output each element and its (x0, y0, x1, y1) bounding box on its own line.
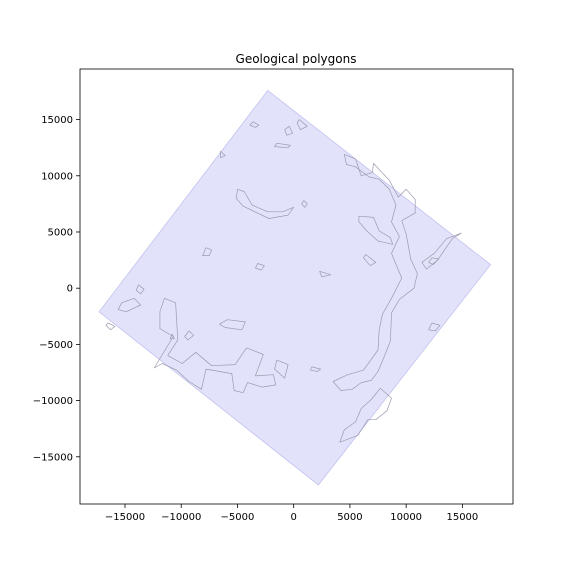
y-tick-label: 10000 (41, 171, 73, 182)
polygon-central-small-3 (319, 270, 332, 278)
x-tick-label: −5000 (221, 512, 255, 523)
y-tick-label: −15000 (33, 452, 73, 463)
x-tick-label: 15000 (446, 512, 478, 523)
polygon-west-2 (117, 297, 142, 313)
y-tick-label: 15000 (41, 115, 73, 126)
polygon-central-blob (235, 188, 295, 219)
polygon-west-small-1 (202, 247, 212, 256)
x-tick-label: −15000 (105, 512, 145, 523)
y-axis: 15000 10000 5000 0 −5000 −10000 −15000 (33, 115, 80, 463)
polygon-east-1 (428, 322, 441, 332)
polygon-north-east-inner (358, 215, 394, 245)
y-tick-label: −5000 (39, 340, 73, 351)
polygon-east-2 (363, 254, 377, 267)
chart-title: Geological polygons (236, 52, 357, 66)
polygon-west-3 (105, 322, 116, 331)
polygon-south-east (339, 387, 392, 443)
x-axis: −15000 −10000 −5000 0 5000 10000 15000 (105, 504, 478, 523)
x-tick-label: 5000 (337, 512, 362, 523)
polygon-west-1 (135, 284, 145, 295)
polygon-north-3 (296, 119, 308, 131)
polygon-north-east-strip (421, 232, 462, 270)
axes-frame (79, 68, 514, 505)
geological-polygons (105, 119, 462, 443)
polygon-north-west-1 (220, 150, 226, 159)
x-tick-label: 0 (291, 512, 297, 523)
x-tick-label: 10000 (390, 512, 422, 523)
polygon-south-small-1 (274, 359, 289, 379)
polygon-south-west-small-1 (184, 330, 194, 341)
y-tick-label: 0 (67, 284, 73, 295)
y-tick-label: 5000 (48, 227, 73, 238)
polygon-east-3 (428, 257, 440, 265)
y-tick-label: −10000 (33, 396, 73, 407)
polygon-central-small-1 (301, 200, 308, 208)
polygon-south-small-2 (310, 366, 322, 372)
polygon-north-east-main (332, 154, 418, 391)
polygon-central-small-2 (255, 263, 265, 271)
polygon-north-1 (249, 121, 260, 128)
plot-area (98, 89, 492, 486)
polygon-south-west-small-2 (219, 319, 246, 331)
polygon-south-west-small-3 (169, 333, 175, 340)
polygon-north-4 (274, 142, 291, 149)
polygon-south-west-cluster (153, 297, 277, 394)
polygon-north-2 (284, 125, 293, 136)
x-tick-label: −10000 (161, 512, 201, 523)
